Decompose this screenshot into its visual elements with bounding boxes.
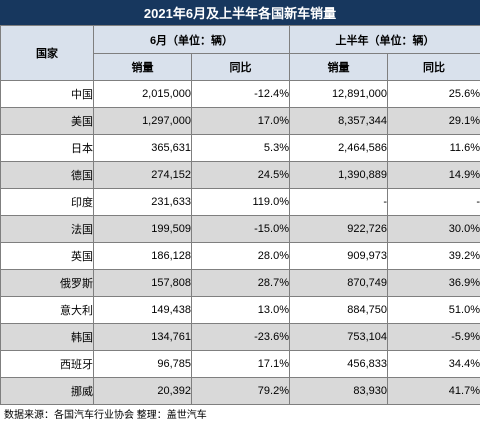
cell-june-sales: 365,631 [93, 134, 192, 162]
table-title: 2021年6月及上半年各国新车销量 [0, 0, 480, 25]
cell-h1-sales: 456,833 [289, 350, 388, 378]
cell-june-yoy: 17.1% [191, 350, 290, 378]
table-row: 印度 231,633 119.0% - - [0, 188, 480, 216]
table-row: 韩国 134,761 -23.6% 753,104 -5.9% [0, 323, 480, 351]
column-header-june-sales: 销量 [93, 53, 192, 81]
cell-country: 日本 [0, 134, 94, 162]
cell-country: 挪威 [0, 377, 94, 405]
cell-h1-sales: 922,726 [289, 215, 388, 243]
cell-h1-yoy: 14.9% [387, 161, 480, 189]
cell-june-sales: 149,438 [93, 296, 192, 324]
table-row: 挪威 20,392 79.2% 83,930 41.7% [0, 377, 480, 405]
cell-country: 德国 [0, 161, 94, 189]
cell-h1-yoy: 29.1% [387, 107, 480, 135]
cell-h1-yoy: 39.2% [387, 242, 480, 270]
cell-h1-sales: 884,750 [289, 296, 388, 324]
cell-h1-yoy: 11.6% [387, 134, 480, 162]
cell-h1-sales: - [289, 188, 388, 216]
table-body: 中国 2,015,000 -12.4% 12,891,000 25.6% 美国 1,297,… [0, 80, 480, 405]
cell-country: 美国 [0, 107, 94, 135]
column-header-country: 国家 [0, 25, 94, 81]
cell-june-sales: 2,015,000 [93, 80, 192, 108]
cell-country: 英国 [0, 242, 94, 270]
cell-country: 俄罗斯 [0, 269, 94, 297]
cell-h1-sales: 12,891,000 [289, 80, 388, 108]
header-row-groups: 国家 6月（单位：辆） 上半年（单位：辆） [0, 25, 480, 81]
cell-june-sales: 199,509 [93, 215, 192, 243]
source-note: 数据来源：各国汽车行业协会 整理：盖世汽车 [4, 410, 207, 421]
cell-h1-sales: 8,357,344 [289, 107, 388, 135]
table-row: 法国 199,509 -15.0% 922,726 30.0% [0, 215, 480, 243]
cell-country: 西班牙 [0, 350, 94, 378]
cell-country: 韩国 [0, 323, 94, 351]
cell-june-sales: 231,633 [93, 188, 192, 216]
cell-june-yoy: 28.7% [191, 269, 290, 297]
cell-june-yoy: -12.4% [191, 80, 290, 108]
cell-june-yoy: 17.0% [191, 107, 290, 135]
table-row: 意大利 149,438 13.0% 884,750 51.0% [0, 296, 480, 324]
cell-h1-yoy: 51.0% [387, 296, 480, 324]
header-row-columns: 销量 同比 销量 同比 [1, 53, 480, 81]
cell-h1-yoy: 25.6% [387, 80, 480, 108]
table-row: 英国 186,128 28.0% 909,973 39.2% [0, 242, 480, 270]
cell-june-sales: 20,392 [93, 377, 192, 405]
cell-h1-yoy: 36.9% [387, 269, 480, 297]
column-header-h1-sales: 销量 [289, 53, 388, 81]
cell-june-sales: 186,128 [93, 242, 192, 270]
column-header-h1-yoy: 同比 [387, 53, 480, 81]
cell-june-yoy: 28.0% [191, 242, 290, 270]
cell-h1-sales: 83,930 [289, 377, 388, 405]
cell-h1-yoy: 30.0% [387, 215, 480, 243]
cell-june-sales: 1,297,000 [93, 107, 192, 135]
cell-h1-sales: 753,104 [289, 323, 388, 351]
cell-h1-yoy: 41.7% [387, 377, 480, 405]
cell-h1-sales: 2,464,586 [289, 134, 388, 162]
cell-h1-sales: 870,749 [289, 269, 388, 297]
cell-june-yoy: 5.3% [191, 134, 290, 162]
cell-h1-sales: 909,973 [289, 242, 388, 270]
cell-june-yoy: -15.0% [191, 215, 290, 243]
cell-h1-yoy: -5.9% [387, 323, 480, 351]
table-row: 美国 1,297,000 17.0% 8,357,344 29.1% [0, 107, 480, 135]
cell-country: 法国 [0, 215, 94, 243]
cell-june-yoy: 13.0% [191, 296, 290, 324]
table-row: 俄罗斯 157,808 28.7% 870,749 36.9% [0, 269, 480, 297]
cell-h1-sales: 1,390,889 [289, 161, 388, 189]
table-row: 德国 274,152 24.5% 1,390,889 14.9% [0, 161, 480, 189]
cell-june-sales: 134,761 [93, 323, 192, 351]
cell-june-sales: 157,808 [93, 269, 192, 297]
column-group-h1: 上半年（单位：辆） [289, 25, 480, 54]
cell-h1-yoy: 34.4% [387, 350, 480, 378]
cell-june-yoy: 24.5% [191, 161, 290, 189]
cell-country: 印度 [0, 188, 94, 216]
cell-h1-yoy: - [387, 188, 480, 216]
cell-june-yoy: 79.2% [191, 377, 290, 405]
table-row: 中国 2,015,000 -12.4% 12,891,000 25.6% [0, 80, 480, 108]
cell-june-yoy: 119.0% [191, 188, 290, 216]
column-group-june: 6月（单位：辆） [93, 25, 290, 54]
table-row: 日本 365,631 5.3% 2,464,586 11.6% [0, 134, 480, 162]
table-row: 西班牙 96,785 17.1% 456,833 34.4% [0, 350, 480, 378]
cell-june-sales: 96,785 [93, 350, 192, 378]
cell-country: 中国 [0, 80, 94, 108]
column-header-june-yoy: 同比 [191, 53, 290, 81]
cell-country: 意大利 [0, 296, 94, 324]
cell-june-sales: 274,152 [93, 161, 192, 189]
sales-table: 国家 6月（单位：辆） 上半年（单位：辆） 销量 同比 销量 同比 中国 2,01… [0, 25, 480, 405]
cell-june-yoy: -23.6% [191, 323, 290, 351]
